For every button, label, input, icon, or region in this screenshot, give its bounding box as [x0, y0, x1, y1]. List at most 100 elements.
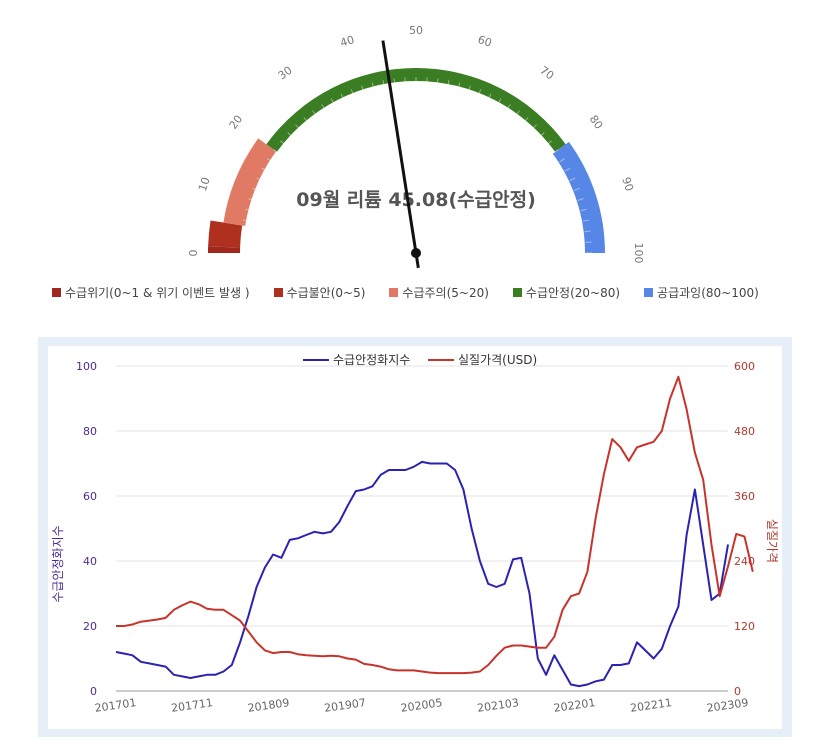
- gauge-tick-label: 60: [476, 33, 493, 50]
- gauge-legend: 수급위기(0~1 & 위기 이벤트 발생 ) 수급불안(0~5) 수급주의(5~20…: [52, 284, 783, 301]
- gauge-minor-tick: [248, 198, 255, 201]
- chart-legend-label: 수급안정화지수: [333, 353, 410, 367]
- gauge-tick-label: 100: [632, 243, 645, 264]
- gauge-minor-tick: [261, 167, 268, 172]
- right-tick-label: 360: [734, 490, 755, 503]
- gauge-ticks: [240, 77, 592, 254]
- gauge-minor-tick: [447, 80, 450, 87]
- left-tick-label: 0: [90, 685, 97, 698]
- gauge-minor-tick: [295, 124, 300, 130]
- gauge-minor-tick: [539, 132, 545, 137]
- gauge-tick-label: 10: [196, 176, 213, 193]
- gauge-minor-tick: [457, 82, 461, 89]
- gauge-minor-tick: [532, 124, 537, 130]
- legend-swatch: [644, 288, 654, 297]
- gauge-minor-tick: [577, 198, 584, 201]
- x-tick-label: 202309: [706, 696, 749, 715]
- line-chart-panel: 0 20 40 60 80 100 0 120 240 360 480 600 201701 2017…: [48, 346, 782, 729]
- gauge-minor-tick: [497, 98, 502, 105]
- legend-item: 수급위기(0~1 & 위기 이벤트 발생 ): [52, 284, 250, 301]
- gauge-minor-tick: [468, 85, 471, 92]
- x-tick-label: 202103: [476, 696, 519, 715]
- gauge-band-3: [266, 67, 566, 152]
- legend-swatch: [512, 288, 522, 297]
- chart-legend-label: 실질가격(USD): [458, 353, 537, 367]
- gauge-tick-label: 0: [187, 250, 200, 257]
- gauge-tick-label: 30: [276, 64, 295, 83]
- gauge-minor-tick: [436, 78, 439, 85]
- series-line-0: [115, 460, 729, 688]
- left-tick-label: 40: [83, 555, 97, 568]
- gauge-pivot: [411, 248, 421, 258]
- gauge-minor-tick: [256, 177, 263, 182]
- gauge-minor-tick: [371, 82, 375, 89]
- left-axis-title: 수급안정화지수: [51, 525, 65, 602]
- gauge-minor-tick: [506, 104, 511, 110]
- legend-label: 수급위기(0~1 & 위기 이벤트 발생 ): [65, 286, 250, 300]
- gauge-minor-tick: [243, 219, 250, 222]
- gauge-title: 09월 리튬 45.08(수급안정): [296, 189, 536, 211]
- gauge-minor-tick: [303, 117, 309, 123]
- gauge-tick-label: 40: [339, 33, 356, 50]
- right-tick-label: 120: [734, 620, 755, 633]
- gauge-minor-tick: [252, 187, 259, 191]
- gauge-minor-tick: [330, 98, 335, 105]
- gauge-minor-tick: [312, 110, 317, 116]
- right-axis-title: 실질가격: [765, 519, 779, 563]
- series-line-1: [116, 375, 754, 675]
- left-tick-label: 20: [83, 620, 97, 633]
- right-tick-label: 600: [734, 360, 755, 373]
- gauge-minor-tick: [582, 219, 589, 222]
- gauge-tick-label: 70: [537, 64, 556, 83]
- x-tick-label: 202201: [553, 696, 596, 715]
- gauge-minor-tick: [241, 230, 248, 233]
- right-tick-label: 480: [734, 425, 755, 438]
- gauge-needle: [381, 40, 420, 269]
- gauge-band-2: [223, 138, 277, 226]
- gauge-tick-label: 20: [227, 113, 246, 132]
- gauge-minor-tick: [245, 208, 252, 212]
- legend-item: 수급불안(0~5): [273, 284, 365, 301]
- x-tick-label: 201701: [94, 696, 137, 715]
- gauge-minor-tick: [515, 110, 520, 116]
- gauge-tick-label: 50: [409, 24, 423, 37]
- gauge-minor-tick: [280, 140, 286, 146]
- gauge-minor-tick: [573, 187, 580, 191]
- gauge-minor-tick: [321, 104, 326, 110]
- gauge-minor-tick: [287, 132, 293, 137]
- legend-item: 수급주의(5~20): [389, 284, 489, 301]
- left-tick-label: 80: [83, 425, 97, 438]
- x-tick-label: 201809: [247, 696, 290, 715]
- x-tick-label: 201711: [170, 696, 213, 715]
- gauge-minor-tick: [393, 78, 396, 85]
- legend-item: 수급안정(20~80): [512, 284, 621, 301]
- legend-label: 수급주의(5~20): [402, 286, 489, 300]
- gauge-band-1: [208, 220, 243, 248]
- left-tick-label: 60: [83, 490, 97, 503]
- legend-label: 공급과잉(80~100): [657, 286, 759, 300]
- left-tick-label: 100: [76, 360, 97, 373]
- legend-swatch: [52, 288, 61, 297]
- gauge-minor-tick: [584, 230, 591, 233]
- legend-label: 수급안정(20~80): [525, 286, 621, 300]
- gauge-minor-tick: [523, 117, 529, 123]
- gauge-minor-tick: [487, 93, 492, 100]
- gauge-tick-label: 90: [619, 176, 636, 193]
- right-tick-label: 0: [734, 685, 741, 698]
- gauge-minor-tick: [340, 93, 345, 100]
- line-chart-frame: 0 20 40 60 80 100 0 120 240 360 480 600 201701 2017…: [38, 337, 792, 737]
- gauge-minor-tick: [382, 80, 385, 87]
- x-axis-ticks: 201701 201711 201809 201907 202005 202103 2022…: [94, 696, 749, 715]
- gauge-minor-tick: [559, 158, 565, 163]
- gauge-minor-tick: [267, 158, 273, 163]
- grid-lines: [116, 365, 728, 692]
- legend-swatch: [389, 288, 399, 297]
- gauge-band-4: [552, 141, 605, 253]
- x-tick-label: 201907: [323, 696, 366, 715]
- gauge-band-0: [208, 246, 241, 253]
- chart-legend: 수급안정화지수 실질가격(USD): [303, 353, 537, 367]
- gauge-minor-tick: [569, 177, 576, 182]
- gauge-minor-tick: [580, 208, 587, 212]
